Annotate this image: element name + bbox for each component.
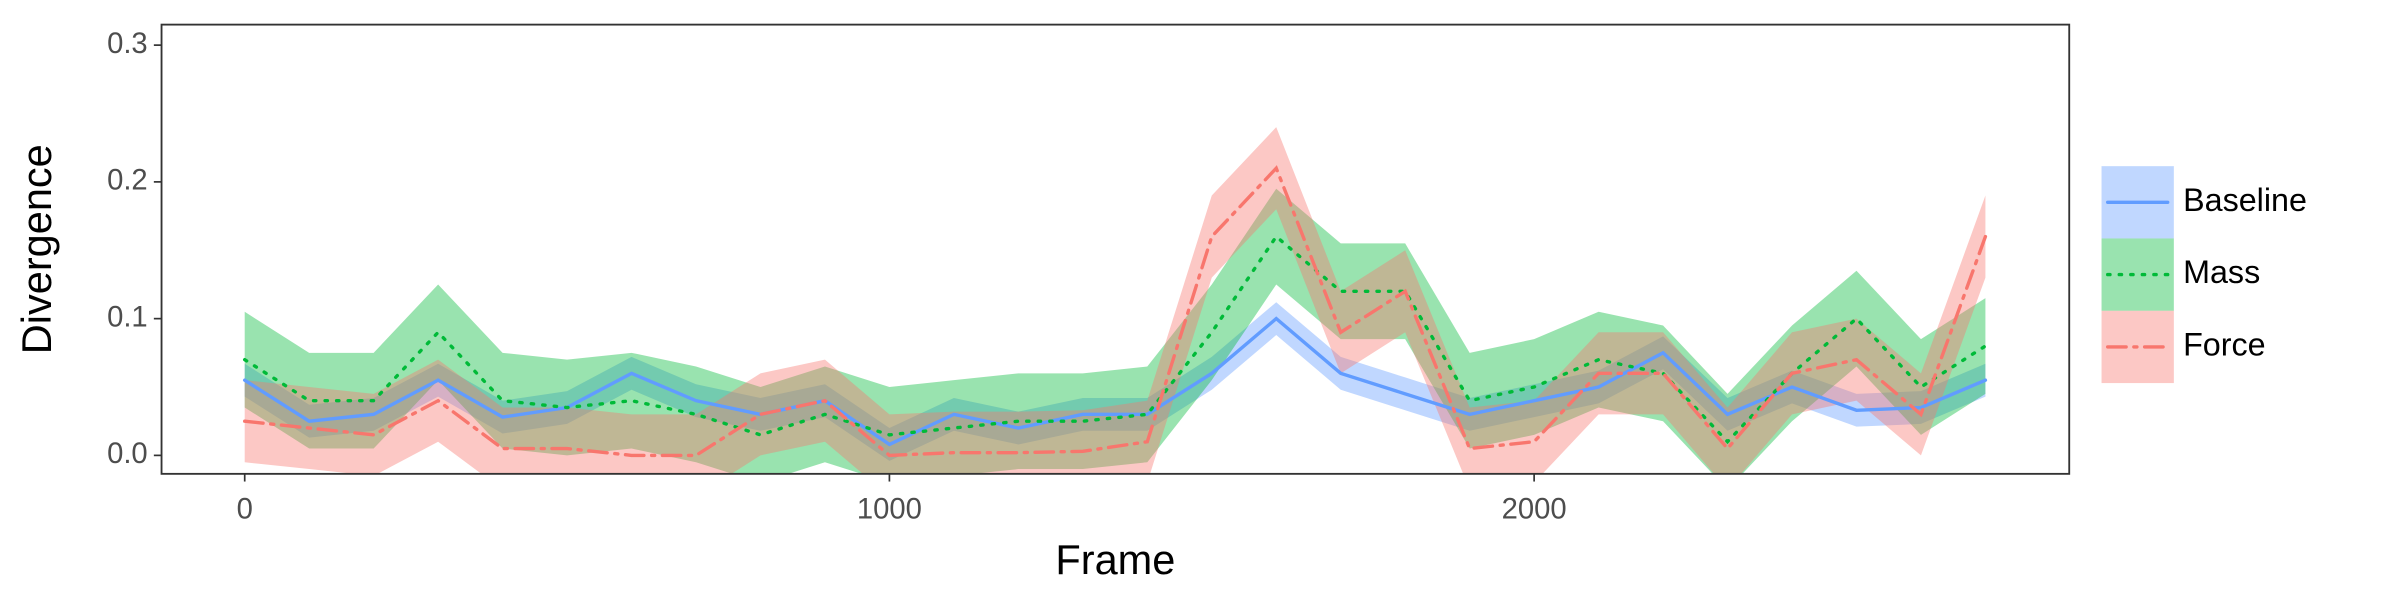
lines	[243, 165, 1988, 458]
legend-label: Mass	[2183, 254, 2260, 290]
plot-border	[160, 23, 2071, 475]
line	[243, 165, 1988, 458]
ribbon	[244, 127, 1986, 474]
y-tick-label: 0.2	[107, 165, 148, 197]
ribbon	[244, 302, 1986, 461]
x-tick-label: 2000	[1502, 493, 1567, 525]
line	[243, 316, 1988, 447]
y-tick-label: 0.0	[107, 438, 148, 470]
line	[243, 234, 1988, 445]
y-tick-label: 0.1	[107, 301, 148, 333]
legend-label: Baseline	[2183, 182, 2307, 218]
x-tick-label: 1000	[857, 493, 922, 525]
legend-key	[2101, 238, 2174, 311]
y-tick-label: 0.3	[107, 28, 148, 60]
legend-label: Force	[2183, 326, 2266, 362]
y-axis-title: Divergence	[13, 144, 60, 354]
ribbons	[244, 127, 1986, 474]
x-axis-title: Frame	[1055, 536, 1175, 583]
x-tick-label: 0	[237, 493, 253, 525]
ribbon	[244, 188, 1986, 474]
